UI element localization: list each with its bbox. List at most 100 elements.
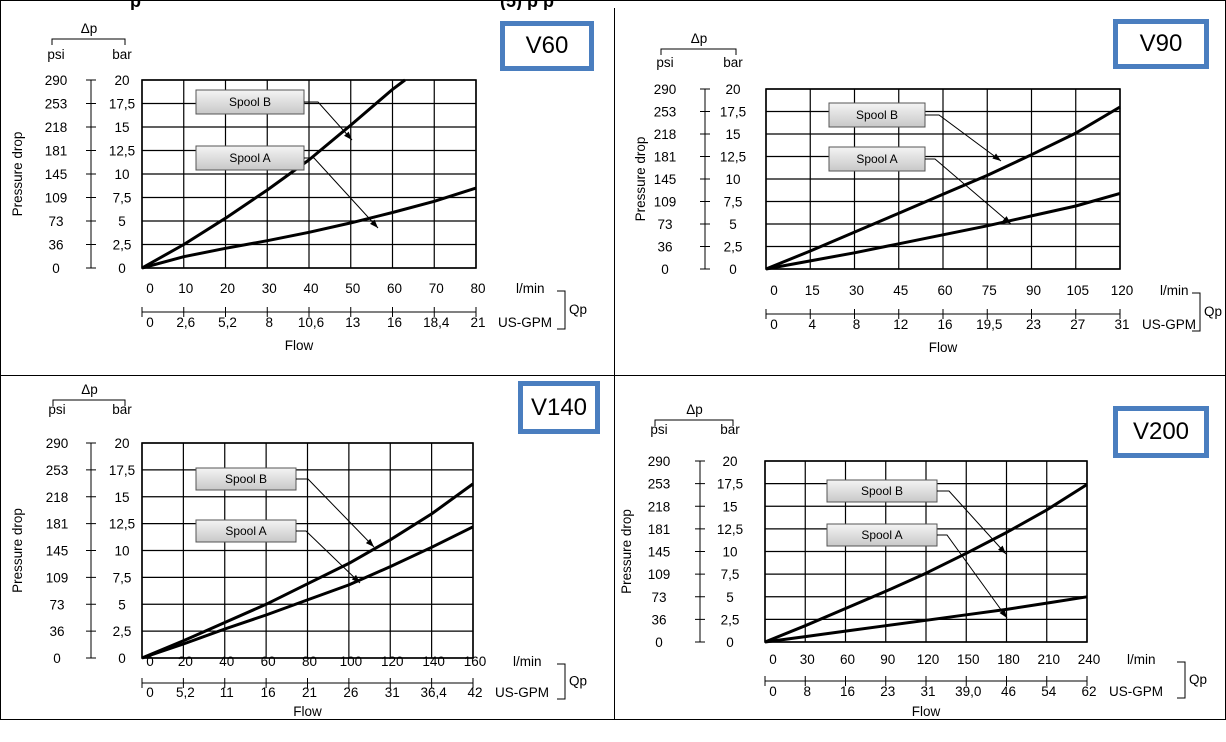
delta-p-label: Δp: [81, 382, 98, 397]
y-tick-label-psi: 109: [45, 191, 68, 206]
x-tick-label-gpm: 31: [1114, 317, 1129, 332]
x-tick-label-lmin: 0: [769, 652, 777, 667]
x-tick-label-lmin: 60: [261, 654, 276, 669]
y-tick-label-psi: 181: [654, 150, 677, 165]
x-tick-label-gpm: 4: [808, 317, 816, 332]
cropped-header: p (5) p p: [0, 0, 1226, 10]
x-axis-title: Flow: [929, 340, 958, 355]
chart-svg-v90: 0 0 2,5 36 5 73 7,5 109 10 145 12,5 181 15 218 17,5 253…: [633, 31, 1222, 355]
x-tick-label-gpm: 39,0: [955, 684, 981, 699]
y-tick-label-bar: 7,5: [113, 191, 132, 206]
y-tick-label-bar: 2,5: [724, 240, 743, 255]
x-tick-label-lmin: 30: [800, 652, 815, 667]
y-unit-bar: bar: [720, 422, 740, 437]
x-tick-label-gpm: 31: [920, 684, 935, 699]
x-tick-label-lmin: 50: [345, 281, 360, 296]
delta-p-label: Δp: [81, 21, 98, 36]
x-tick-label-gpm: 12: [893, 317, 908, 332]
y-tick-label-bar: 2,5: [113, 238, 132, 253]
x-tick-label-gpm: 18,4: [423, 315, 450, 330]
vertical-divider: [614, 8, 615, 720]
y-tick-label-bar: 20: [114, 73, 129, 88]
y-tick-label-bar: 5: [118, 214, 126, 229]
y-tick-label-psi: 109: [46, 570, 69, 585]
y-unit-psi: psi: [650, 422, 667, 437]
x-tick-label-lmin: 140: [422, 654, 445, 669]
x-tick-label-gpm: 16: [387, 315, 402, 330]
x-tick-label-lmin: 20: [220, 281, 235, 296]
x-tick-label-gpm: 46: [1001, 684, 1016, 699]
series-line-spool-a: [141, 525, 474, 660]
x-tick-label-lmin: 20: [178, 654, 193, 669]
delta-p-label: Δp: [686, 402, 703, 417]
x-tick-label-lmin: 150: [957, 652, 980, 667]
y-tick-label-bar: 0: [726, 635, 734, 650]
y-tick-label-psi: 36: [651, 612, 666, 627]
y-tick-label-psi: 145: [46, 544, 69, 559]
x-tick-label-lmin: 30: [849, 283, 864, 298]
x-tick-label-gpm: 36,4: [420, 685, 447, 700]
y-tick-label-psi: 181: [45, 144, 68, 159]
plot-border: [141, 79, 477, 269]
x-tick-label-gpm: 5,2: [176, 685, 195, 700]
plot-border: [765, 88, 1121, 270]
series-line-spool-a: [764, 595, 1088, 644]
y-unit-bar: bar: [723, 55, 743, 70]
callout-label-spool-a: Spool A: [861, 528, 902, 542]
x-unit-gpm: US-GPM: [1142, 317, 1196, 332]
x-tick-label-lmin: 240: [1078, 652, 1101, 667]
y-unit-psi: psi: [48, 402, 65, 417]
x-tick-label-gpm: 21: [470, 315, 485, 330]
y-tick-label-psi: 290: [45, 73, 68, 88]
q-bracket: [1192, 292, 1201, 332]
y-tick-label-bar: 0: [118, 651, 126, 666]
y-tick-label-bar: 17,5: [720, 105, 746, 120]
x-tick-label-gpm: 0: [146, 685, 154, 700]
q-bracket: [1177, 661, 1186, 699]
x-tick-label-gpm: 27: [1070, 317, 1085, 332]
y-tick-label-psi: 0: [661, 262, 669, 277]
callout-box-spool-b: [828, 102, 926, 128]
x-tick-label-lmin: 40: [219, 654, 234, 669]
x-tick-label-gpm: 8: [853, 317, 861, 332]
callout-label-spool-b: Spool B: [861, 484, 903, 498]
y-tick-label-bar: 10: [114, 544, 129, 559]
x-tick-label-gpm: 62: [1081, 684, 1096, 699]
x-unit-lmin: l/min: [516, 281, 545, 296]
arrowhead-spool-a: [1002, 216, 1011, 224]
x-tick-label-lmin: 0: [146, 654, 154, 669]
plot-border: [764, 460, 1088, 643]
chart-panel-v140: 0 0 2,5 36 5 73 7,5 109 10 145 12,5 181 15 218 17,5 253…: [0, 376, 612, 742]
x-unit-lmin: l/min: [513, 654, 542, 669]
x-axis-title: Flow: [285, 338, 314, 353]
y-tick-label-psi: 253: [654, 105, 677, 120]
x-tick-label-gpm: 0: [146, 315, 154, 330]
x-tick-label-gpm: 21: [302, 685, 317, 700]
y-tick-label-bar: 10: [114, 167, 129, 182]
chart-panel-v200: 0 0 2,5 36 5 73 7,5 109 10 145 12,5 181 15 218 17,5 253…: [615, 376, 1226, 742]
series-line-spool-a: [765, 191, 1121, 271]
y-tick-label-psi: 0: [655, 635, 663, 650]
header-fragment-left: p: [130, 0, 141, 10]
y-axis-title: Pressure drop: [633, 137, 648, 222]
y-tick-label-bar: 20: [725, 82, 740, 97]
x-tick-label-gpm: 0: [770, 317, 778, 332]
y-tick-label-psi: 36: [48, 238, 63, 253]
y-axis-title: Pressure drop: [619, 509, 634, 594]
plot-border: [141, 442, 474, 659]
x-tick-label-lmin: 45: [893, 283, 908, 298]
delta-p-bracket: [52, 399, 126, 406]
x-tick-label-gpm: 10,6: [298, 315, 324, 330]
callout-label-spool-a: Spool A: [856, 152, 897, 166]
x-tick-label-lmin: 100: [340, 654, 363, 669]
leader-line-spool-b: [304, 101, 353, 141]
model-badge-v200: V200: [1113, 406, 1209, 458]
x-tick-label-gpm: 16: [937, 317, 952, 332]
delta-p-bracket: [660, 48, 737, 55]
x-tick-label-lmin: 105: [1066, 283, 1089, 298]
x-tick-label-gpm: 8: [265, 315, 273, 330]
model-badge-v60: V60: [500, 21, 594, 71]
y-tick-label-psi: 109: [648, 567, 671, 582]
y-tick-label-psi: 73: [651, 590, 666, 605]
y-axis-title: Pressure drop: [10, 508, 25, 593]
